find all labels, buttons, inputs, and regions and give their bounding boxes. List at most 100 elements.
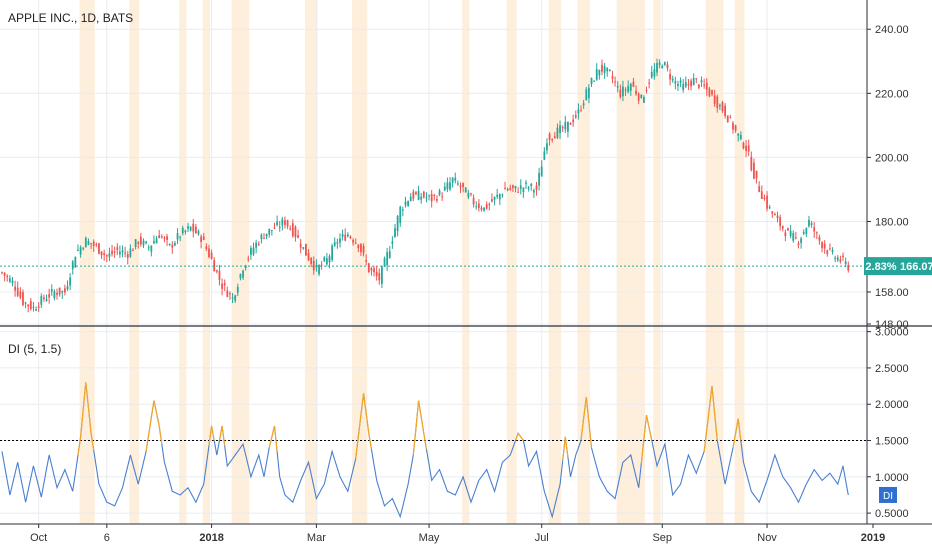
candle-body [205,246,208,250]
candle-body [323,257,326,261]
candle-body [291,223,294,237]
candle-body [378,273,381,281]
candle-body [45,299,48,301]
candle-body [590,77,593,85]
candle-body [27,304,30,307]
candle-body [420,196,423,200]
candle-body [742,142,745,149]
candle-body [189,226,192,231]
candle-body [464,187,467,193]
candle-body [399,206,402,224]
candle-body [768,207,771,209]
candle-body [470,193,472,195]
last-price-text: 166.07 [900,261,932,273]
candle-body [842,255,844,258]
candle-body [601,64,603,72]
candle-body [278,226,281,228]
indicator-label: DI (5, 1.5) [8,342,62,356]
candle-body [433,194,436,196]
candle-body [66,286,69,290]
candle-body [454,177,457,181]
candle-body [213,260,216,272]
candle-body [192,223,195,232]
candle-body [758,186,761,192]
price-change-badge [864,257,898,276]
candle-body [425,197,428,199]
candle-body [388,251,391,258]
candle-body [632,81,635,87]
candle-body [312,260,315,271]
candle-body [276,221,278,226]
highlight-band [548,0,562,524]
candle-body [535,185,538,190]
candle-body [373,268,375,273]
candle-body [847,264,850,271]
candle-body [663,62,666,65]
candle-body [265,233,268,237]
candle-body [294,226,297,237]
price-change-text: 2.83% [865,261,896,273]
di-axis-label: 2.0000 [875,399,909,411]
candle-body [325,258,328,265]
candle-body [787,228,789,231]
candle-body [564,121,567,130]
highlight-band [705,0,724,524]
candle-body [711,90,713,95]
candle-body [760,191,763,200]
candle-body [352,239,354,243]
candle-body [349,236,352,239]
candle-body [781,226,784,229]
time-axis-label: Nov [757,532,777,544]
candle-body [648,82,651,84]
di-axis-label: 2.5000 [875,363,909,375]
candle-body [593,80,596,82]
candle-body [236,286,239,293]
candle-body [328,256,331,263]
candle-body [1,272,3,274]
candle-body [504,187,506,190]
price-axis-label: 240.00 [875,24,909,36]
highlight-band [352,0,368,524]
candle-body [700,80,703,83]
candle-body [619,89,622,98]
candle-body [286,220,289,227]
candle-body [514,186,517,189]
candle-body [100,251,103,256]
time-axis-label: 6 [104,532,110,544]
candle-body [221,283,223,289]
candle-body [375,271,378,276]
time-axis-label: Jul [535,532,549,544]
candle-body [732,122,734,130]
candle-body [29,301,32,310]
candle-body [548,133,551,140]
candle-body [491,199,493,202]
candle-body [160,236,163,238]
candle-body [438,190,441,196]
candle-body [653,69,656,77]
di-axis-label: 1.5000 [875,436,909,448]
candle-body [716,96,719,108]
candle-body [572,119,575,123]
candle-body [43,297,45,299]
candle-body [215,270,218,272]
candle-body [498,194,501,200]
candle-body [690,80,692,87]
candle-body [687,83,690,85]
candle-body [794,237,797,239]
candle-body [53,291,56,299]
candle-body [6,275,9,277]
candle-body [153,241,155,244]
candle-body [142,240,145,246]
candle-body [113,251,116,253]
candle-body [302,247,305,249]
candle-body [74,256,77,268]
candle-body [815,232,818,234]
candle-body [538,173,540,186]
candle-body [774,214,776,216]
candle-body [682,83,685,90]
candle-body [467,192,470,198]
candle-body [357,244,360,249]
candle-body [755,170,758,179]
candle-body [103,253,106,255]
candle-body [522,187,525,192]
